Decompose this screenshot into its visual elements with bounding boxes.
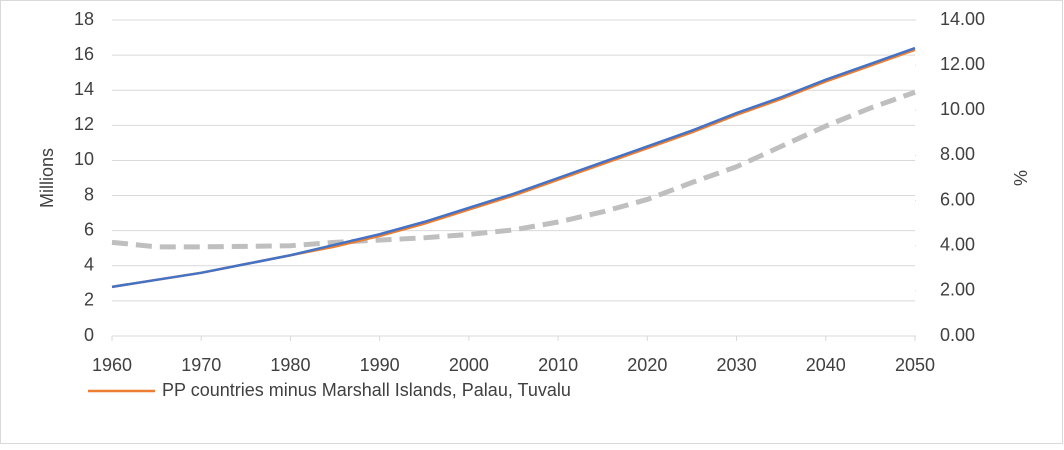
- series-line: [111, 46, 916, 289]
- x-tick-label: 1970: [181, 355, 221, 375]
- y2-tick-label: 2.00: [940, 280, 975, 300]
- y2-tick-label: 12.00: [940, 54, 985, 74]
- y2-tick-label: 8.00: [940, 144, 975, 164]
- y-tick-label: 14: [74, 79, 94, 99]
- y-tick-label: 18: [74, 9, 94, 29]
- x-tick-label: 2030: [717, 355, 757, 375]
- x-tick-label: 1980: [270, 355, 310, 375]
- y-tick-label: 10: [74, 149, 94, 169]
- y2-tick-label: 10.00: [940, 99, 985, 119]
- y2-axis-label: %: [1011, 170, 1031, 186]
- y2-tick-label: 4.00: [940, 234, 975, 254]
- x-tick-label: 2040: [806, 355, 846, 375]
- y-tick-label: 4: [84, 255, 94, 275]
- x-tick-label: 2000: [449, 355, 489, 375]
- x-tick-label: 1990: [360, 355, 400, 375]
- y2-tick-label: 14.00: [940, 9, 985, 29]
- y-tick-label: 8: [84, 184, 94, 204]
- y-tick-label: 2: [84, 290, 94, 310]
- legend-label: PP countries minus Marshall Islands, Pal…: [162, 380, 571, 400]
- y-axis-label: Millions: [37, 148, 57, 208]
- y-tick-label: 6: [84, 219, 94, 239]
- y-tick-label: 12: [74, 114, 94, 134]
- x-tick-label: 2050: [895, 355, 935, 375]
- y-tick-label: 16: [74, 44, 94, 64]
- series-line: [111, 89, 916, 250]
- y-tick-label: 0: [84, 325, 94, 345]
- y2-tick-label: 0.00: [940, 325, 975, 345]
- x-tick-label: 1960: [92, 355, 132, 375]
- x-tick-label: 2010: [538, 355, 578, 375]
- x-tick-label: 2020: [627, 355, 667, 375]
- y2-tick-label: 6.00: [940, 189, 975, 209]
